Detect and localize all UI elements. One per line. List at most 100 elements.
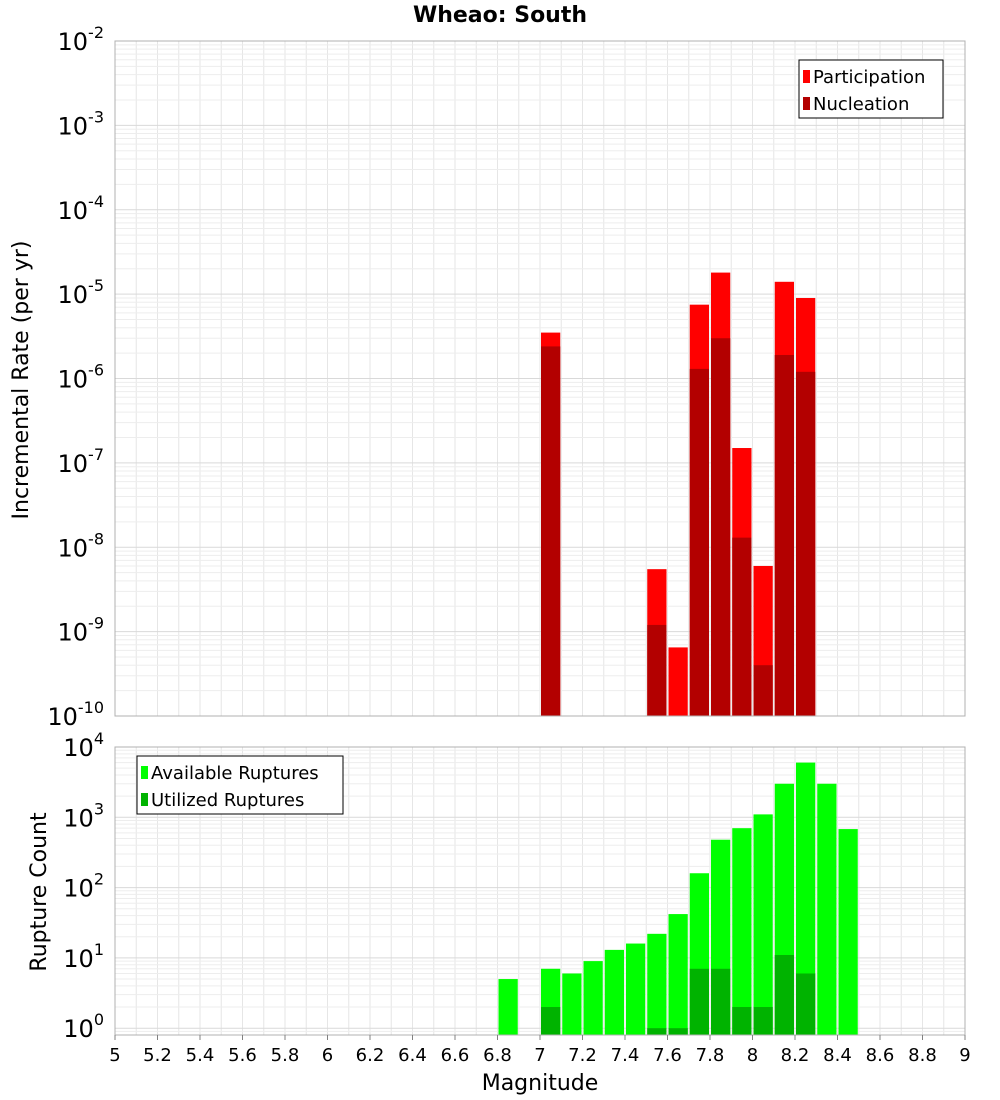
bottom-legend: Available Ruptures Utilized Ruptures [136, 755, 344, 815]
top-legend: Participation Nucleation [798, 59, 944, 119]
y-tick-exponent: -4 [88, 192, 104, 211]
bar-utilized-ruptures [689, 968, 709, 1035]
bar-utilized-ruptures [668, 1028, 688, 1035]
top-grid [114, 40, 966, 717]
legend-swatch [803, 97, 810, 110]
bar-available-ruptures [604, 949, 624, 1035]
x-tick-label: 8.6 [866, 1045, 895, 1066]
bar-available-ruptures [562, 973, 582, 1035]
y-tick-exponent: -2 [88, 23, 104, 42]
x-tick-label: 7 [534, 1045, 545, 1066]
bar-utilized-ruptures [647, 1028, 667, 1035]
x-tick-label: 8.4 [823, 1045, 852, 1066]
x-tick-label: 6.6 [441, 1045, 470, 1066]
bar-nucleation [774, 354, 794, 716]
legend-entry: Participation [813, 67, 925, 88]
y-tick-exponent: 3 [94, 799, 104, 818]
y-tick-base: 10 [58, 619, 89, 647]
y-tick-base: 10 [58, 534, 89, 562]
bar-available-ruptures [647, 933, 667, 1035]
bar-available-ruptures [583, 961, 603, 1035]
legend-box [798, 59, 944, 119]
y-tick-label: 10-10 [47, 698, 104, 731]
x-tick-label: 8.8 [908, 1045, 937, 1066]
bar-nucleation [689, 368, 709, 716]
bar-available-ruptures [732, 828, 752, 1035]
y-tick-label: 103 [63, 799, 104, 832]
bar-available-ruptures [498, 979, 518, 1035]
bar-nucleation [711, 338, 731, 716]
chart-title: Wheao: South [413, 3, 587, 28]
bar-available-ruptures [753, 814, 773, 1035]
legend-swatch [141, 766, 148, 779]
y-tick-base: 10 [58, 112, 89, 140]
bar-nucleation [732, 537, 752, 716]
top-plot-border [114, 40, 966, 717]
y-tick-label: 10-6 [58, 361, 105, 394]
bar-utilized-ruptures [796, 973, 816, 1035]
y-tick-base: 10 [63, 875, 94, 903]
legend-entry: Nucleation [813, 94, 909, 115]
x-axis-label: Magnitude [482, 1071, 599, 1096]
x-tick-label: 7.6 [653, 1045, 682, 1066]
x-tick-label: 9 [959, 1045, 970, 1066]
bar-utilized-ruptures [541, 1007, 561, 1035]
y-tick-base: 10 [63, 1015, 94, 1043]
x-tick-label: 8 [747, 1045, 758, 1066]
y-tick-base: 10 [63, 804, 94, 832]
y-tick-exponent: -6 [88, 361, 104, 380]
y-tick-base: 10 [58, 197, 89, 225]
x-tick-label: 5.4 [186, 1045, 215, 1066]
bar-nucleation [796, 371, 816, 716]
x-tick-label: 5.2 [143, 1045, 172, 1066]
y-tick-base: 10 [47, 703, 78, 731]
y-tick-exponent: -7 [88, 445, 104, 464]
bar-utilized-ruptures [732, 1007, 752, 1035]
y-tick-label: 10-8 [58, 529, 105, 562]
y-tick-label: 10-9 [58, 614, 105, 647]
bar-available-ruptures [817, 783, 837, 1035]
y-tick-exponent: -10 [78, 698, 104, 717]
bottom-bars [498, 762, 858, 1035]
y-tick-base: 10 [58, 28, 89, 56]
y-tick-base: 10 [63, 734, 94, 762]
y-tick-label: 10-4 [58, 192, 105, 225]
x-tick-label: 6.8 [483, 1045, 512, 1066]
y-tick-exponent: -8 [88, 529, 104, 548]
legend-entry: Utilized Ruptures [151, 790, 304, 811]
y-tick-exponent: -9 [88, 614, 104, 633]
x-tick-label: 6 [322, 1045, 333, 1066]
bar-available-ruptures [796, 762, 816, 1035]
x-tick-label: 6.2 [356, 1045, 385, 1066]
y-tick-exponent: -5 [88, 276, 104, 295]
y-tick-base: 10 [58, 450, 89, 478]
bar-participation [668, 647, 688, 716]
bar-nucleation [541, 346, 561, 716]
x-tick-label: 6.4 [398, 1045, 427, 1066]
x-tick-label: 7.8 [696, 1045, 725, 1066]
x-tick-label: 5.8 [271, 1045, 300, 1066]
bottom-x-ticks: 5 5.2 5.4 5.6 5.8 6 6.2 6.4 6.6 6.8 7 7.2 7.4 7.6 7.8 8… [109, 1035, 971, 1066]
y-tick-exponent: 2 [94, 870, 104, 889]
bottom-y-axis-label: Rupture Count [27, 812, 52, 972]
y-tick-label: 102 [63, 870, 104, 903]
legend-swatch [803, 70, 810, 83]
x-tick-label: 7.4 [611, 1045, 640, 1066]
y-tick-base: 10 [58, 366, 89, 394]
y-tick-label: 10-3 [58, 107, 105, 140]
bar-available-ruptures [838, 829, 858, 1035]
y-tick-base: 10 [58, 281, 89, 309]
y-tick-exponent: 4 [94, 729, 104, 748]
top-y-axis-label: Incremental Rate (per yr) [9, 241, 34, 520]
top-bars [541, 272, 816, 716]
bar-utilized-ruptures [774, 954, 794, 1035]
y-tick-label: 10-2 [58, 23, 105, 56]
y-tick-label: 100 [63, 1010, 104, 1043]
x-tick-label: 5 [109, 1045, 120, 1066]
y-tick-base: 10 [63, 945, 94, 973]
y-tick-label: 10-7 [58, 445, 105, 478]
y-tick-label: 101 [63, 940, 104, 973]
y-tick-label: 104 [63, 729, 104, 762]
